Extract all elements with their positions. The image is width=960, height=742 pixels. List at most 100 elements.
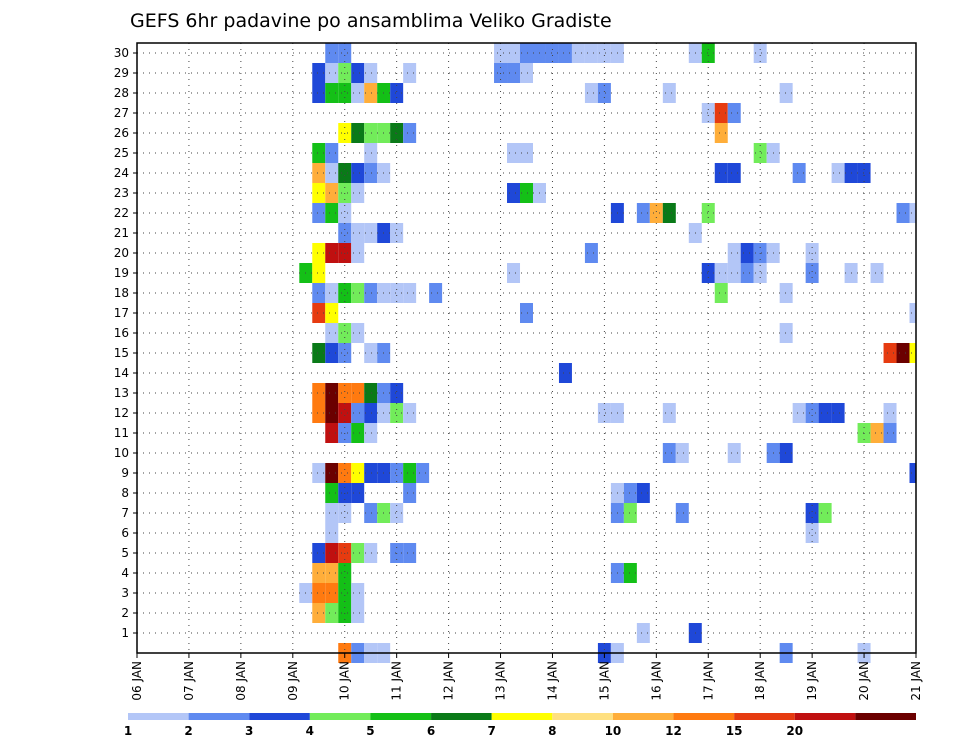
precip-cell <box>714 283 728 303</box>
precip-cell <box>312 343 326 363</box>
precip-cell <box>338 83 352 103</box>
y-tick-label: 7 <box>121 506 129 520</box>
precip-cell <box>545 43 559 63</box>
precip-cell <box>338 463 352 483</box>
precip-cell <box>675 443 689 463</box>
precip-cell <box>351 63 365 83</box>
y-tick-label: 28 <box>114 86 129 100</box>
precip-cell <box>312 143 326 163</box>
precip-cell <box>338 223 352 243</box>
precip-cell <box>623 483 637 503</box>
x-tick-label: 08 JAN <box>234 661 248 701</box>
precip-cell <box>883 343 897 363</box>
precip-cell <box>558 363 572 383</box>
precip-cell <box>507 183 521 203</box>
precip-cell <box>338 503 352 523</box>
precip-cell <box>403 123 417 143</box>
precip-cell <box>597 403 611 423</box>
plot-frame <box>136 42 917 654</box>
precip-cell <box>779 323 793 343</box>
colorbar-swatch <box>249 713 310 720</box>
precip-cell <box>584 43 598 63</box>
precip-cell <box>351 463 365 483</box>
y-tick-label: 11 <box>114 426 129 440</box>
precip-cell <box>507 43 521 63</box>
precip-cell <box>338 43 352 63</box>
precip-cell <box>831 163 845 183</box>
precip-cell <box>792 163 806 183</box>
precip-cell <box>325 463 339 483</box>
precip-cell <box>351 403 365 423</box>
precip-cell <box>494 43 508 63</box>
precip-cell <box>364 423 378 443</box>
precip-cell <box>597 83 611 103</box>
precip-cell <box>312 383 326 403</box>
precip-cell <box>351 183 365 203</box>
precip-cell <box>390 223 404 243</box>
y-tick-label: 2 <box>121 606 129 620</box>
precip-cell <box>351 423 365 443</box>
colorbar-label: 12 <box>665 724 682 738</box>
precip-cell <box>403 483 417 503</box>
precip-cell <box>312 163 326 183</box>
precip-cell <box>364 223 378 243</box>
precip-cell <box>727 163 741 183</box>
precip-cell <box>364 383 378 403</box>
precip-cell <box>325 283 339 303</box>
colorbar-swatch <box>370 713 432 720</box>
y-tick-label: 15 <box>114 346 129 360</box>
y-tick-label: 10 <box>114 446 129 460</box>
precip-cell <box>364 83 378 103</box>
precip-cell <box>312 603 326 623</box>
precip-cell <box>662 443 676 463</box>
colorbar-swatch <box>612 713 674 720</box>
precip-cell <box>325 63 339 83</box>
precip-cell <box>338 343 352 363</box>
precip-cell <box>520 303 533 323</box>
precip-cell <box>403 543 417 563</box>
precip-cell <box>325 543 339 563</box>
colorbar-swatch <box>794 713 856 720</box>
precip-cell <box>662 403 676 423</box>
colorbar-swatch <box>855 713 916 720</box>
y-tick-label: 16 <box>114 326 129 340</box>
precip-cell <box>312 543 326 563</box>
precip-cell <box>312 563 326 583</box>
precip-cell <box>520 63 533 83</box>
precip-cell <box>338 203 352 223</box>
x-tick-label: 12 JAN <box>442 661 456 701</box>
precip-cell <box>325 303 339 323</box>
precip-cell <box>520 43 533 63</box>
precip-cell <box>714 103 728 123</box>
precip-cell <box>779 443 793 463</box>
precip-cell <box>701 203 715 223</box>
precip-cell <box>909 303 916 323</box>
precip-cell <box>909 463 916 483</box>
x-tick-label: 16 JAN <box>649 661 663 701</box>
precip-cell <box>636 203 650 223</box>
precip-cell <box>338 283 352 303</box>
colorbar-swatch <box>673 713 735 720</box>
x-tick-label: 13 JAN <box>494 661 508 701</box>
precip-cell <box>883 423 897 443</box>
precip-cell <box>325 563 339 583</box>
x-tick-label: 09 JAN <box>286 661 300 701</box>
precip-cell <box>351 583 365 603</box>
precip-cell <box>805 523 819 543</box>
precip-cell <box>325 523 339 543</box>
precip-cell <box>312 403 326 423</box>
precip-cell <box>390 403 404 423</box>
precip-cell <box>351 283 365 303</box>
x-tick-label: 19 JAN <box>805 661 819 701</box>
precip-cell <box>338 563 352 583</box>
precip-cell <box>662 203 676 223</box>
precip-cell <box>909 203 916 223</box>
precip-cell <box>351 383 365 403</box>
colorbar-label: 5 <box>366 724 374 738</box>
precip-cell <box>558 43 572 63</box>
precip-cell <box>325 583 339 603</box>
precip-cell <box>351 543 365 563</box>
precip-cell <box>325 343 339 363</box>
colorbar-swatch <box>491 713 553 720</box>
